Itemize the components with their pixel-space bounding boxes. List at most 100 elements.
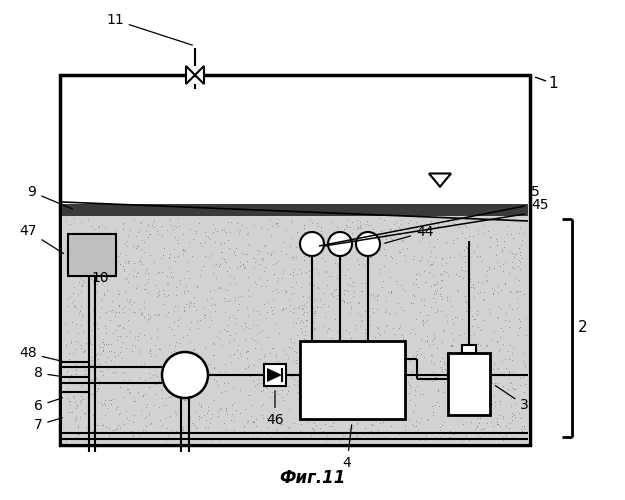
Point bbox=[343, 216, 353, 224]
Point bbox=[82, 304, 92, 312]
Point bbox=[157, 222, 167, 230]
Point bbox=[514, 408, 524, 416]
Point bbox=[489, 392, 499, 400]
Point bbox=[339, 386, 349, 394]
Point bbox=[437, 254, 447, 262]
Point bbox=[344, 434, 354, 442]
Point bbox=[330, 315, 340, 323]
Point bbox=[518, 414, 528, 422]
Point bbox=[361, 220, 371, 228]
Point bbox=[184, 413, 194, 421]
Point bbox=[224, 296, 234, 304]
Point bbox=[119, 420, 129, 428]
Point bbox=[429, 280, 439, 288]
Text: 46: 46 bbox=[266, 391, 284, 427]
Point bbox=[368, 308, 378, 316]
Point bbox=[304, 266, 314, 274]
Point bbox=[442, 293, 452, 301]
Point bbox=[86, 338, 96, 346]
Point bbox=[262, 248, 272, 256]
Point bbox=[429, 244, 439, 252]
Point bbox=[380, 386, 390, 394]
Point bbox=[259, 242, 269, 250]
Point bbox=[92, 286, 103, 294]
Point bbox=[305, 386, 315, 394]
Text: Фиг.11: Фиг.11 bbox=[279, 469, 345, 487]
Point bbox=[179, 424, 189, 432]
Point bbox=[409, 422, 419, 430]
Point bbox=[202, 295, 212, 303]
Point bbox=[461, 298, 471, 306]
Point bbox=[100, 410, 110, 418]
Point bbox=[184, 303, 194, 311]
Point bbox=[91, 312, 101, 320]
Point bbox=[492, 338, 502, 345]
Point bbox=[214, 262, 224, 270]
Point bbox=[296, 420, 306, 428]
Point bbox=[426, 351, 436, 359]
Point bbox=[318, 290, 328, 298]
Point bbox=[87, 390, 97, 398]
Point bbox=[191, 423, 201, 431]
Point bbox=[126, 300, 136, 308]
Point bbox=[208, 410, 217, 418]
Point bbox=[294, 372, 304, 380]
Text: 7: 7 bbox=[34, 418, 62, 432]
Point bbox=[467, 322, 477, 330]
Point bbox=[357, 392, 367, 400]
Point bbox=[426, 356, 436, 364]
Point bbox=[149, 222, 159, 230]
Point bbox=[221, 327, 231, 335]
Point bbox=[428, 340, 438, 348]
Point bbox=[318, 322, 328, 330]
Point bbox=[68, 298, 78, 306]
Point bbox=[338, 432, 348, 440]
Point bbox=[251, 344, 261, 352]
Point bbox=[236, 292, 246, 300]
Point bbox=[401, 392, 411, 400]
Point bbox=[351, 343, 361, 351]
Point bbox=[222, 410, 232, 418]
Point bbox=[427, 336, 437, 344]
Point bbox=[486, 411, 496, 419]
Point bbox=[69, 284, 79, 292]
Point bbox=[493, 288, 503, 296]
Point bbox=[452, 401, 462, 409]
Point bbox=[309, 309, 319, 317]
Point bbox=[294, 377, 304, 385]
Point bbox=[310, 384, 320, 392]
Point bbox=[129, 398, 139, 406]
Point bbox=[146, 419, 156, 427]
Point bbox=[192, 317, 202, 325]
Point bbox=[390, 226, 400, 234]
Point bbox=[98, 346, 108, 354]
Point bbox=[96, 304, 106, 312]
Point bbox=[474, 414, 484, 422]
Point bbox=[268, 416, 278, 424]
Circle shape bbox=[162, 352, 208, 398]
Point bbox=[412, 350, 422, 358]
Point bbox=[377, 382, 387, 390]
Point bbox=[143, 310, 153, 318]
Point bbox=[345, 222, 355, 230]
Point bbox=[471, 376, 481, 384]
Point bbox=[446, 342, 456, 350]
Point bbox=[492, 414, 502, 422]
Point bbox=[114, 409, 124, 417]
Point bbox=[119, 264, 129, 272]
Point bbox=[271, 350, 281, 358]
Point bbox=[347, 218, 357, 226]
Point bbox=[439, 360, 449, 368]
Point bbox=[407, 420, 417, 428]
Point bbox=[354, 260, 364, 268]
Point bbox=[97, 280, 107, 288]
Point bbox=[370, 249, 380, 257]
Point bbox=[248, 376, 258, 384]
Point bbox=[144, 412, 154, 420]
Point bbox=[473, 278, 483, 286]
Point bbox=[348, 396, 358, 404]
Point bbox=[202, 406, 212, 414]
Point bbox=[283, 423, 293, 431]
Point bbox=[358, 361, 368, 369]
Point bbox=[281, 350, 291, 358]
